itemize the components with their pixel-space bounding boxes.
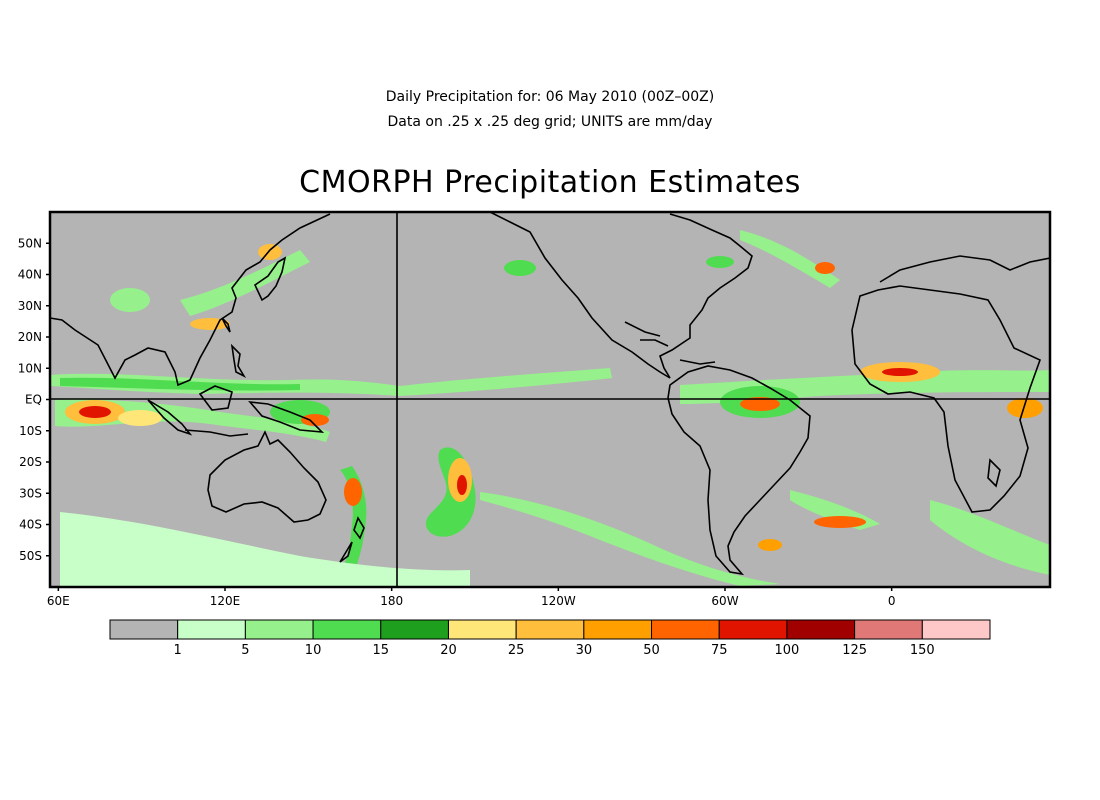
colorbar bbox=[109, 619, 991, 640]
colorbar-label: 15 bbox=[372, 643, 389, 658]
precipitation-field bbox=[50, 230, 1050, 586]
lat-label: 40N bbox=[18, 268, 42, 282]
colorbar-swatch bbox=[583, 619, 653, 640]
coastline bbox=[248, 400, 325, 433]
coastline bbox=[221, 317, 231, 333]
precip-band bbox=[180, 250, 310, 316]
precip-cell bbox=[79, 406, 111, 418]
colorbar-label: 20 bbox=[440, 643, 457, 658]
precip-cell bbox=[815, 262, 835, 274]
precip-cell bbox=[1007, 398, 1043, 418]
coastline bbox=[253, 256, 287, 302]
colorbar-label: 25 bbox=[508, 643, 525, 658]
coastline bbox=[659, 213, 753, 379]
coastline bbox=[147, 399, 193, 436]
colorbar-label: 75 bbox=[711, 643, 728, 658]
coastline bbox=[851, 285, 1041, 513]
colorbar-swatch bbox=[921, 619, 991, 640]
colorbar-swatch bbox=[244, 619, 314, 640]
lat-label: 30N bbox=[18, 299, 42, 313]
colorbar-swatch bbox=[447, 619, 517, 640]
lon-label: 180 bbox=[380, 594, 403, 608]
lon-label: 60W bbox=[711, 594, 738, 608]
colorbar-swatch bbox=[854, 619, 923, 640]
coastline bbox=[207, 430, 327, 523]
map-title: CMORPH Precipitation Estimates bbox=[299, 165, 801, 200]
precip-cell bbox=[457, 475, 467, 495]
coastline bbox=[353, 516, 365, 540]
colorbar-label: 50 bbox=[643, 643, 660, 658]
colorbar-label: 1 bbox=[174, 643, 182, 658]
coastline bbox=[640, 339, 669, 347]
coastline bbox=[667, 365, 811, 576]
precip-cell bbox=[706, 256, 734, 268]
colorbar-swatch bbox=[380, 619, 449, 640]
lat-label: 10N bbox=[18, 361, 42, 375]
precip-cell bbox=[758, 539, 782, 551]
precip-cell bbox=[301, 414, 329, 426]
precip-cell bbox=[110, 288, 150, 312]
precip-band bbox=[60, 512, 470, 586]
lat-label: 50S bbox=[19, 549, 42, 563]
lon-label: 120W bbox=[541, 594, 576, 608]
header-line-1: Daily Precipitation for: 06 May 2010 (00… bbox=[385, 89, 715, 105]
colorbar-label: 100 bbox=[775, 643, 800, 658]
coastline bbox=[184, 429, 249, 437]
latitude-labels: 50N 40N 30N 20N 10N EQ 10S 20S 30S 40S 50S bbox=[18, 236, 50, 563]
precip-band bbox=[740, 230, 840, 288]
lon-label: 0 bbox=[888, 594, 896, 608]
precip-band bbox=[480, 492, 780, 586]
coastline bbox=[230, 343, 247, 378]
colorbar-swatch bbox=[177, 619, 246, 640]
lat-label: 20S bbox=[19, 455, 42, 469]
lon-label: 120E bbox=[210, 594, 241, 608]
colorbar-swatch bbox=[651, 619, 720, 640]
colorbar-swatch bbox=[312, 619, 382, 640]
lat-label: EQ bbox=[25, 393, 42, 407]
precip-band bbox=[930, 500, 1050, 575]
colorbar-swatch bbox=[786, 619, 856, 640]
colorbar-label: 10 bbox=[305, 643, 322, 658]
precip-cell bbox=[740, 397, 780, 411]
colorbar-swatch bbox=[515, 619, 585, 640]
colorbar-swatch bbox=[718, 619, 788, 640]
lat-label: 40S bbox=[19, 518, 42, 532]
colorbar-swatch bbox=[109, 619, 179, 640]
lat-label: 30S bbox=[19, 486, 42, 500]
precip-cell bbox=[344, 478, 362, 506]
lat-label: 20N bbox=[18, 330, 42, 344]
lon-label: 60E bbox=[47, 594, 70, 608]
header-line-2: Data on .25 x .25 deg grid; UNITS are mm… bbox=[387, 114, 713, 130]
coastlines bbox=[50, 212, 1050, 576]
precip-cell bbox=[882, 368, 918, 376]
lat-label: 10S bbox=[19, 424, 42, 438]
coastline bbox=[879, 255, 1050, 283]
coastline bbox=[489, 212, 671, 379]
precip-cell bbox=[814, 516, 866, 528]
coastline bbox=[987, 458, 1001, 488]
coastline bbox=[679, 359, 716, 365]
precip-cell bbox=[258, 244, 282, 260]
coastline bbox=[624, 321, 661, 337]
colorbar-labels: 1 5 10 15 20 25 30 50 75 100 125 150 bbox=[174, 643, 935, 658]
precip-cell bbox=[118, 410, 162, 426]
colorbar-label: 5 bbox=[241, 643, 249, 658]
coastline bbox=[50, 213, 331, 387]
coastline bbox=[339, 541, 353, 563]
coastline bbox=[198, 385, 233, 411]
colorbar-label: 30 bbox=[576, 643, 593, 658]
lat-label: 50N bbox=[18, 236, 42, 250]
colorbar-label: 150 bbox=[910, 643, 935, 658]
precip-cell bbox=[504, 260, 536, 276]
colorbar-label: 125 bbox=[842, 643, 867, 658]
longitude-labels: 60E 120E 180 120W 60W 0 bbox=[47, 587, 896, 608]
